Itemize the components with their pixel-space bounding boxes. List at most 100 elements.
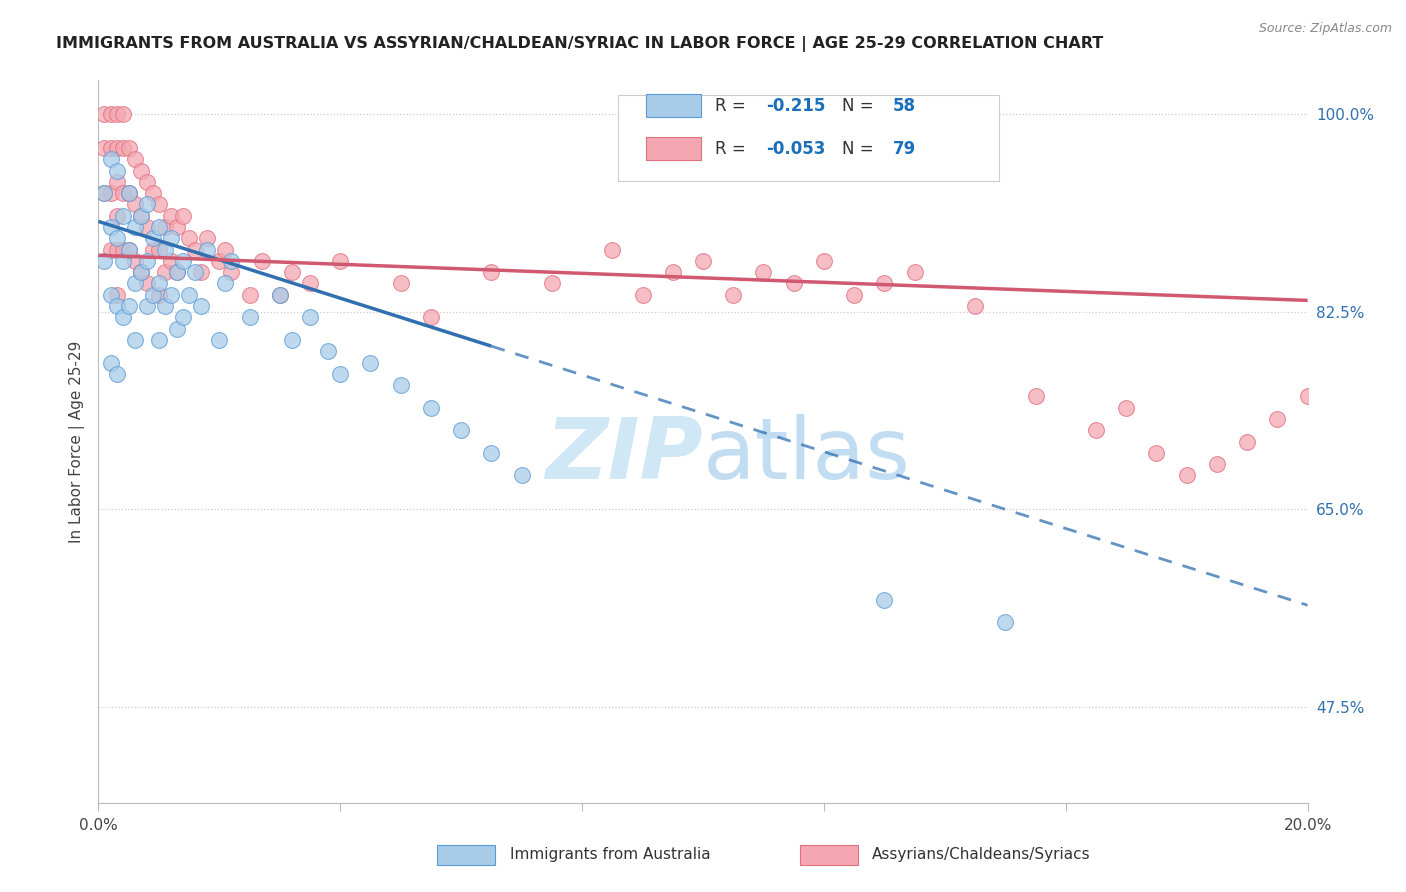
Point: [329, 253, 352, 268]
Point: [179, 231, 201, 245]
FancyBboxPatch shape: [619, 95, 1000, 181]
Text: atlas: atlas: [703, 415, 911, 498]
Text: N =: N =: [842, 96, 879, 114]
Point: [195, 231, 218, 245]
Point: [93, 107, 115, 121]
Point: [166, 220, 188, 235]
Point: [148, 220, 170, 235]
Text: Immigrants from Australia: Immigrants from Australia: [509, 847, 710, 863]
Point: [105, 107, 128, 121]
Point: [111, 253, 134, 268]
FancyBboxPatch shape: [647, 137, 700, 161]
Point: [184, 243, 207, 257]
Text: Source: ZipAtlas.com: Source: ZipAtlas.com: [1258, 22, 1392, 36]
Text: IMMIGRANTS FROM AUSTRALIA VS ASSYRIAN/CHALDEAN/SYRIAC IN LABOR FORCE | AGE 25-29: IMMIGRANTS FROM AUSTRALIA VS ASSYRIAN/CH…: [56, 36, 1104, 52]
Text: 58: 58: [893, 96, 915, 114]
Point: [118, 299, 141, 313]
Point: [316, 344, 339, 359]
Text: -0.053: -0.053: [766, 140, 825, 158]
Point: [299, 277, 322, 291]
Point: [329, 367, 352, 381]
Point: [844, 287, 866, 301]
Point: [661, 265, 683, 279]
Point: [631, 287, 654, 301]
Point: [93, 186, 115, 201]
Point: [124, 253, 146, 268]
Point: [752, 265, 775, 279]
Point: [221, 265, 243, 279]
Point: [540, 277, 562, 291]
Point: [148, 277, 170, 291]
Point: [214, 277, 236, 291]
Point: [481, 265, 503, 279]
Point: [239, 310, 262, 325]
Point: [129, 209, 152, 223]
Point: [190, 265, 212, 279]
Point: [281, 265, 304, 279]
Point: [813, 253, 835, 268]
Point: [299, 310, 322, 325]
Point: [208, 333, 231, 347]
Point: [153, 299, 176, 313]
Point: [148, 287, 170, 301]
Point: [100, 287, 122, 301]
Point: [1115, 401, 1137, 415]
Point: [160, 231, 183, 245]
Point: [166, 265, 188, 279]
FancyBboxPatch shape: [437, 845, 495, 865]
FancyBboxPatch shape: [647, 94, 700, 117]
Point: [135, 220, 157, 235]
Point: [93, 141, 115, 155]
Text: 79: 79: [893, 140, 917, 158]
Point: [93, 186, 115, 201]
Point: [111, 310, 134, 325]
Point: [1206, 457, 1229, 471]
Point: [129, 265, 152, 279]
Point: [281, 333, 304, 347]
Point: [153, 265, 176, 279]
Point: [100, 220, 122, 235]
Point: [142, 231, 165, 245]
Text: -0.215: -0.215: [766, 96, 825, 114]
Point: [105, 175, 128, 189]
Point: [481, 446, 503, 460]
Point: [124, 220, 146, 235]
Point: [1085, 423, 1108, 437]
Point: [118, 141, 141, 155]
Point: [111, 209, 134, 223]
Point: [184, 265, 207, 279]
Point: [118, 186, 141, 201]
Point: [160, 253, 183, 268]
Point: [124, 333, 146, 347]
Point: [118, 186, 141, 201]
Point: [692, 253, 714, 268]
Point: [100, 243, 122, 257]
Point: [783, 277, 806, 291]
Point: [994, 615, 1017, 629]
Point: [100, 107, 122, 121]
Point: [1175, 468, 1198, 483]
Point: [269, 287, 291, 301]
FancyBboxPatch shape: [800, 845, 858, 865]
Point: [148, 333, 170, 347]
Point: [148, 197, 170, 211]
Point: [179, 287, 201, 301]
Point: [105, 367, 128, 381]
Point: [510, 468, 533, 483]
Text: Assyrians/Chaldeans/Syriacs: Assyrians/Chaldeans/Syriacs: [872, 847, 1091, 863]
Point: [195, 243, 218, 257]
Point: [129, 209, 152, 223]
Point: [172, 253, 194, 268]
Point: [965, 299, 987, 313]
Point: [135, 299, 157, 313]
Point: [105, 299, 128, 313]
Point: [135, 175, 157, 189]
Point: [450, 423, 472, 437]
Text: R =: R =: [716, 140, 751, 158]
Point: [190, 299, 212, 313]
Point: [420, 310, 443, 325]
Point: [166, 321, 188, 335]
Point: [135, 197, 157, 211]
Point: [105, 243, 128, 257]
Point: [239, 287, 262, 301]
